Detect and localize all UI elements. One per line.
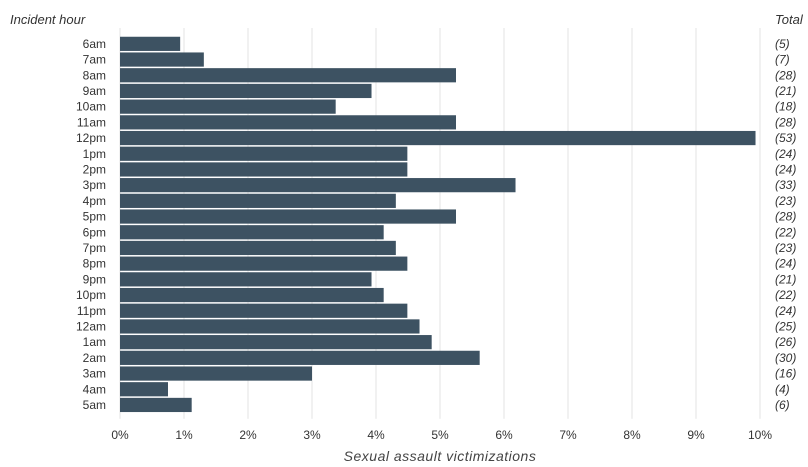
bar [120, 287, 384, 303]
total-label: (26) [775, 335, 796, 349]
bar [120, 382, 168, 397]
bar [120, 366, 312, 381]
category-label: 10pm [76, 288, 106, 302]
x-tick-label: 1% [175, 428, 193, 442]
bar [120, 178, 516, 193]
total-label: (30) [775, 351, 796, 365]
x-tick-label: 3% [303, 428, 321, 442]
x-tick-label: 8% [623, 428, 641, 442]
category-label: 7am [83, 53, 106, 67]
x-tick-label: 9% [687, 428, 705, 442]
bar [120, 115, 456, 130]
total-label: (22) [775, 288, 796, 302]
total-label: (28) [775, 115, 796, 129]
bar [120, 303, 408, 318]
category-label: 11pm [77, 304, 106, 318]
category-label: 7pm [83, 241, 106, 255]
bar [120, 36, 181, 51]
category-label: 1am [83, 335, 106, 349]
total-label: (7) [775, 53, 790, 67]
total-label: (21) [775, 272, 796, 286]
category-label: 6am [83, 37, 106, 51]
bar [120, 272, 372, 287]
bar [120, 256, 408, 271]
category-label: 12am [76, 319, 106, 333]
total-label: (21) [775, 84, 796, 98]
category-label: 8am [83, 68, 106, 82]
total-label: (25) [775, 319, 796, 333]
x-tick-label: 0% [111, 428, 129, 442]
x-axis-title: Sexual assault victimizations [344, 448, 537, 464]
total-label: (24) [775, 162, 796, 176]
total-label: (23) [775, 241, 796, 255]
category-label: 6pm [83, 225, 106, 239]
bar [120, 52, 204, 67]
bar [120, 130, 756, 146]
total-label: (53) [775, 131, 796, 145]
category-label: 3am [83, 367, 106, 381]
bar [120, 209, 456, 224]
totals-column-title: Total [775, 12, 804, 27]
category-label: 9am [83, 84, 106, 98]
total-label: (23) [775, 194, 796, 208]
bar [120, 350, 480, 365]
total-label: (28) [775, 210, 796, 224]
bar [120, 83, 372, 99]
category-label: 10am [76, 100, 106, 114]
x-tick-label: 4% [367, 428, 385, 442]
bar [120, 162, 408, 177]
category-label: 12pm [76, 131, 106, 145]
bars [120, 36, 756, 413]
bar [120, 319, 420, 334]
x-tick-label: 2% [239, 428, 257, 442]
y-axis-title: Incident hour [10, 12, 86, 27]
x-tick-label: 6% [495, 428, 513, 442]
x-tick-label: 10% [748, 428, 772, 442]
total-label: (24) [775, 147, 796, 161]
total-label: (24) [775, 304, 796, 318]
total-label: (22) [775, 225, 796, 239]
category-label: 2am [83, 351, 106, 365]
x-tick-label: 7% [559, 428, 577, 442]
total-label: (18) [775, 100, 796, 114]
bar [120, 335, 432, 350]
category-label: 3pm [83, 178, 106, 192]
total-labels: (5)(7)(28)(21)(18)(28)(53)(24)(24)(33)(2… [775, 37, 796, 412]
category-label: 5pm [83, 210, 106, 224]
category-label: 4am [83, 382, 106, 396]
category-label: 5am [83, 398, 106, 412]
bar [120, 99, 336, 114]
category-label: 8pm [83, 257, 106, 271]
total-label: (24) [775, 257, 796, 271]
total-label: (28) [775, 68, 796, 82]
bar [120, 146, 408, 161]
x-tick-labels: 0% 1% 2% 3% 4% 5% 6% 7% 8% 9% 10% [111, 428, 772, 442]
total-label: (16) [775, 367, 796, 381]
bar [120, 68, 456, 83]
total-label: (33) [775, 178, 796, 192]
category-label: 9pm [83, 272, 106, 286]
total-label: (6) [775, 398, 790, 412]
bar [120, 240, 396, 256]
category-label: 4pm [83, 194, 106, 208]
bar [120, 397, 192, 413]
category-label: 11am [77, 115, 106, 129]
bar [120, 225, 384, 240]
bar [120, 193, 396, 208]
x-tick-label: 5% [431, 428, 449, 442]
category-label: 2pm [83, 162, 106, 176]
category-label: 1pm [83, 147, 106, 161]
total-label: (4) [775, 382, 790, 396]
total-label: (5) [775, 37, 790, 51]
